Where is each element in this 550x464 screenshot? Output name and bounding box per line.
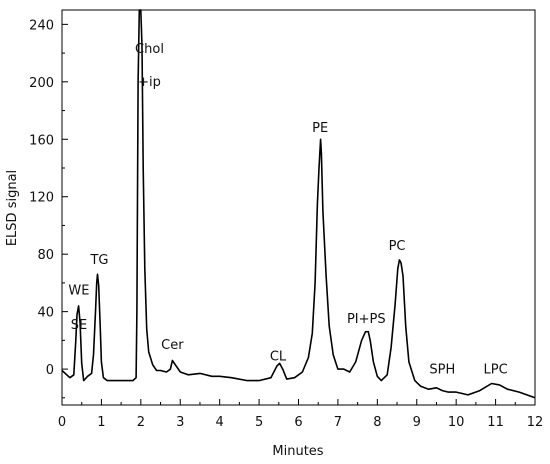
peak-label: LPC [483, 362, 507, 377]
y-tick-label: 200 [29, 76, 54, 91]
plot-frame [61, 9, 536, 406]
peak-label: PE [312, 121, 328, 136]
x-tick-label: 8 [373, 415, 381, 430]
peak-label: PC [389, 239, 406, 254]
peak-label: +ip [138, 75, 161, 90]
x-tick-label: 1 [97, 415, 105, 430]
peak-label: Chol [135, 42, 164, 57]
elsd-trace-line [61, 9, 536, 399]
peak-label: TG [89, 253, 108, 268]
y-tick-label: 120 [29, 191, 54, 206]
peak-label: CL [270, 349, 287, 364]
y-tick-label: 0 [46, 363, 54, 378]
y-tick-label: 160 [29, 133, 54, 148]
x-tick-label: 9 [413, 415, 421, 430]
x-tick-label: 2 [137, 415, 145, 430]
peak-label: PI+PS [347, 312, 386, 327]
y-tick-label: 80 [37, 248, 54, 263]
x-tick-label: 7 [334, 415, 342, 430]
y-tick-label: 40 [37, 306, 54, 321]
x-tick-label: 10 [448, 415, 465, 430]
peak-label: SPH [429, 362, 455, 377]
x-tick-label: 12 [527, 415, 544, 430]
y-tick-label: 240 [29, 18, 54, 33]
x-tick-label: 5 [255, 415, 263, 430]
peak-label: SE [71, 318, 87, 333]
y-axis-label: ELSD signal [5, 170, 20, 246]
peak-label: WE [68, 283, 89, 298]
x-tick-label: 11 [487, 415, 504, 430]
peak-annotations: WE SE TG Chol +ip Cer CL PE PI+PS PC SPH LPC [68, 42, 507, 377]
axis-ticks [61, 23, 536, 405]
x-tick-label: 4 [216, 415, 224, 430]
x-tick-label: 3 [176, 415, 184, 430]
x-tick-label: 0 [58, 415, 66, 430]
x-tick-label: 6 [294, 415, 302, 430]
x-axis-label: Minutes [272, 444, 323, 459]
peak-label: Cer [161, 338, 184, 353]
